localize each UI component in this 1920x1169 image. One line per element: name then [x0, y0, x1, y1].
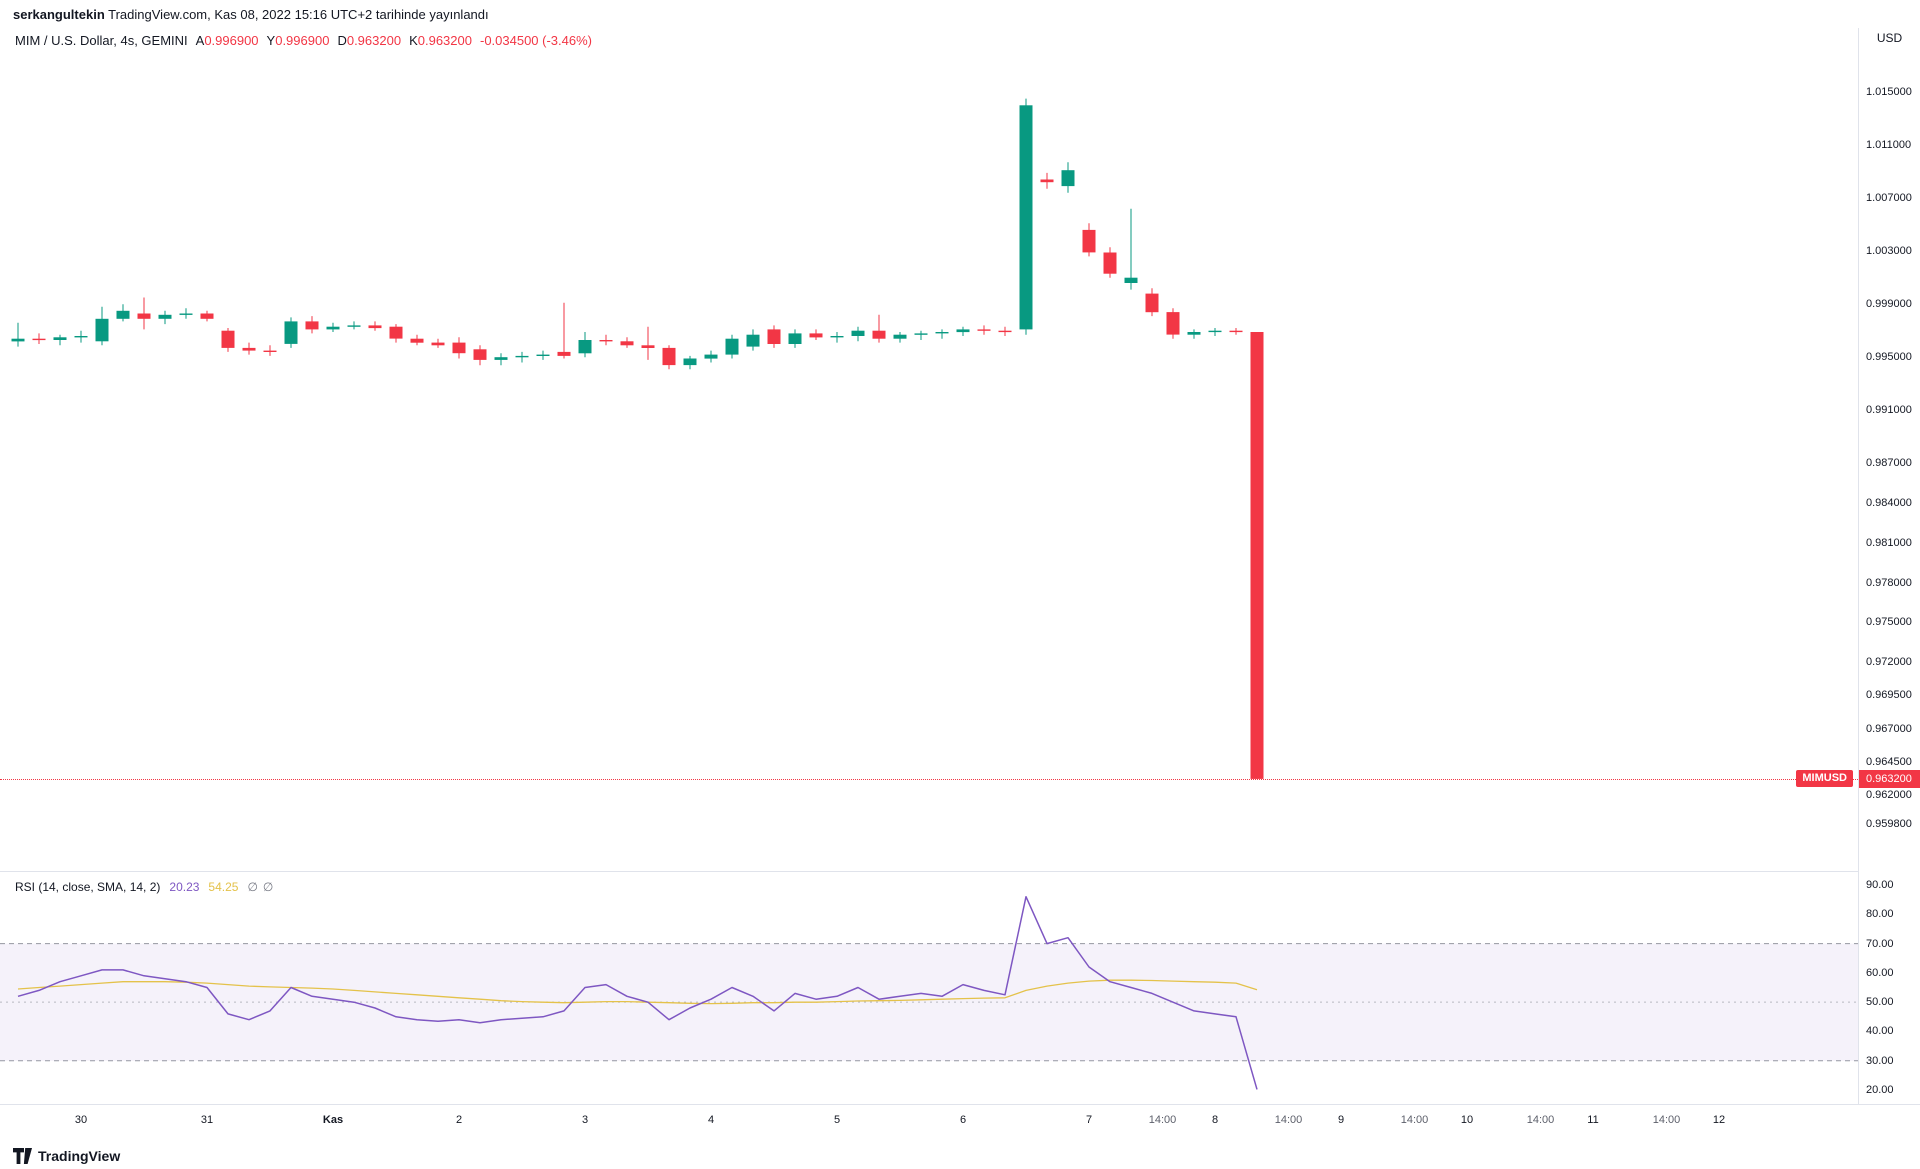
last-price-symbol-badge: MIMUSD — [1796, 770, 1853, 788]
time-axis-label: 6 — [959, 1114, 967, 1126]
rsi-legend-icon[interactable]: ∅ — [247, 880, 258, 894]
price-tick-label: 1.015000 — [1866, 86, 1912, 98]
price-tick-label: 0.981000 — [1866, 536, 1912, 549]
change-value: -0.034500 (-3.46%) — [479, 33, 592, 48]
rsi-legend-icon[interactable]: ∅ — [262, 880, 274, 894]
rsi-tick-label: 60.00 — [1866, 966, 1894, 979]
last-price-line — [0, 778, 1858, 780]
ohlc-item: A0.996900 — [195, 33, 259, 48]
time-axis-label: 14:00 — [1526, 1114, 1555, 1126]
attribution-bar: serkangultekin TradingView.com, Kas 08, … — [0, 0, 1920, 28]
rsi-tick-label: 20.00 — [1866, 1084, 1894, 1097]
rsi-tick-label: 70.00 — [1866, 937, 1894, 950]
symbol-title[interactable]: MIM / U.S. Dollar, 4s, GEMINI — [15, 33, 188, 48]
price-tick-label: 0.972000 — [1866, 656, 1912, 669]
rsi-tick-label: 90.00 — [1866, 879, 1894, 891]
time-axis-label: 7 — [1085, 1114, 1093, 1126]
time-axis-label: 30 — [74, 1114, 88, 1126]
pane-separator[interactable] — [0, 871, 1920, 872]
rsi-tick-label: 80.00 — [1866, 908, 1894, 921]
rsi-chart[interactable] — [0, 871, 1858, 1104]
time-axis-label: 14:00 — [1148, 1114, 1177, 1126]
ohlc-item: D0.963200 — [337, 33, 402, 48]
rsi-legend[interactable]: RSI (14, close, SMA, 14, 2) 20.23 54.25 … — [15, 880, 273, 894]
time-axis-label: 8 — [1211, 1114, 1219, 1126]
time-axis-label: 2 — [455, 1114, 463, 1126]
time-axis-label: 31 — [200, 1114, 214, 1126]
rsi-title[interactable]: RSI (14, close, SMA, 14, 2) — [15, 880, 161, 894]
price-tick-label: 0.987000 — [1866, 457, 1912, 470]
price-tick-label: 0.978000 — [1866, 576, 1912, 589]
logo-row: TradingView — [13, 1146, 120, 1166]
time-axis-label: 9 — [1337, 1114, 1345, 1126]
time-axis-label: 12 — [1712, 1114, 1726, 1126]
rsi-tick-label: 30.00 — [1866, 1054, 1894, 1067]
time-axis-label: 14:00 — [1274, 1114, 1303, 1126]
price-tick-label: 0.959800 — [1866, 818, 1912, 830]
rsi-ma-value: 54.25 — [208, 880, 239, 894]
symbol-legend[interactable]: MIM / U.S. Dollar, 4s, GEMINI A0.996900 Y… — [15, 33, 592, 48]
time-axis-label: 3 — [581, 1114, 589, 1126]
tradingview-logo-icon[interactable] — [13, 1148, 32, 1164]
price-tick-label: 1.003000 — [1866, 245, 1912, 258]
attribution-author: serkangultekin — [13, 6, 105, 22]
time-axis-label: 5 — [833, 1114, 841, 1126]
time-axis-label: Kas — [322, 1114, 344, 1126]
price-tick-label: 0.975000 — [1866, 616, 1912, 629]
price-tick-label: 0.962000 — [1866, 788, 1912, 801]
ohlc-values: A0.996900 Y0.996900 D0.963200 K0.963200 — [196, 33, 472, 48]
price-pane[interactable]: MIMUSD MIM / U.S. Dollar, 4s, GEMINI A0.… — [0, 28, 1858, 871]
price-axis[interactable]: USD 1.015000 1.011000 1.007000 1.003000 0.99… — [1858, 28, 1920, 1104]
price-tick-label: 1.011000 — [1866, 139, 1912, 152]
price-tick-label: 0.999000 — [1866, 298, 1912, 311]
price-tick-label: 0.984000 — [1866, 497, 1912, 510]
price-tick-label: 0.964500 — [1866, 755, 1912, 768]
price-axis-currency: USD — [1876, 31, 1903, 45]
rsi-value: 20.23 — [169, 880, 200, 894]
attribution-text: TradingView.com, Kas 08, 2022 15:16 UTC+… — [104, 6, 489, 22]
time-axis-label: 4 — [707, 1114, 715, 1126]
time-axis-label: 10 — [1460, 1114, 1474, 1126]
ohlc-item: K0.963200 — [409, 33, 472, 48]
rsi-pane[interactable]: RSI (14, close, SMA, 14, 2) 20.23 54.25 … — [0, 871, 1858, 1104]
last-price-axis-badge: 0.963200 — [1859, 769, 1920, 788]
time-axis-label: 11 — [1587, 1114, 1599, 1126]
time-axis-label: 14:00 — [1400, 1114, 1429, 1126]
rsi-tick-label: 50.00 — [1866, 996, 1894, 1009]
ohlc-item: Y0.996900 — [266, 33, 330, 48]
candlestick-chart[interactable] — [0, 28, 1858, 871]
tradingview-logo-text[interactable]: TradingView — [38, 1148, 121, 1164]
rsi-tick-label: 40.00 — [1866, 1025, 1894, 1038]
time-axis-label: 14:00 — [1652, 1114, 1681, 1126]
rsi-legend-icons: ∅ ∅ — [247, 880, 273, 894]
time-axis[interactable]: 30 31 Kas 2 3 4 5 6 7 14:00 8 14:00 9 14:00 10 14:00 11 1… — [0, 1104, 1920, 1141]
price-tick-label: 1.007000 — [1866, 192, 1912, 205]
price-tick-label: 0.991000 — [1866, 404, 1912, 417]
price-tick-label: 0.969500 — [1866, 689, 1912, 702]
price-tick-label: 0.995000 — [1866, 351, 1912, 364]
price-tick-label: 0.967000 — [1866, 722, 1912, 735]
